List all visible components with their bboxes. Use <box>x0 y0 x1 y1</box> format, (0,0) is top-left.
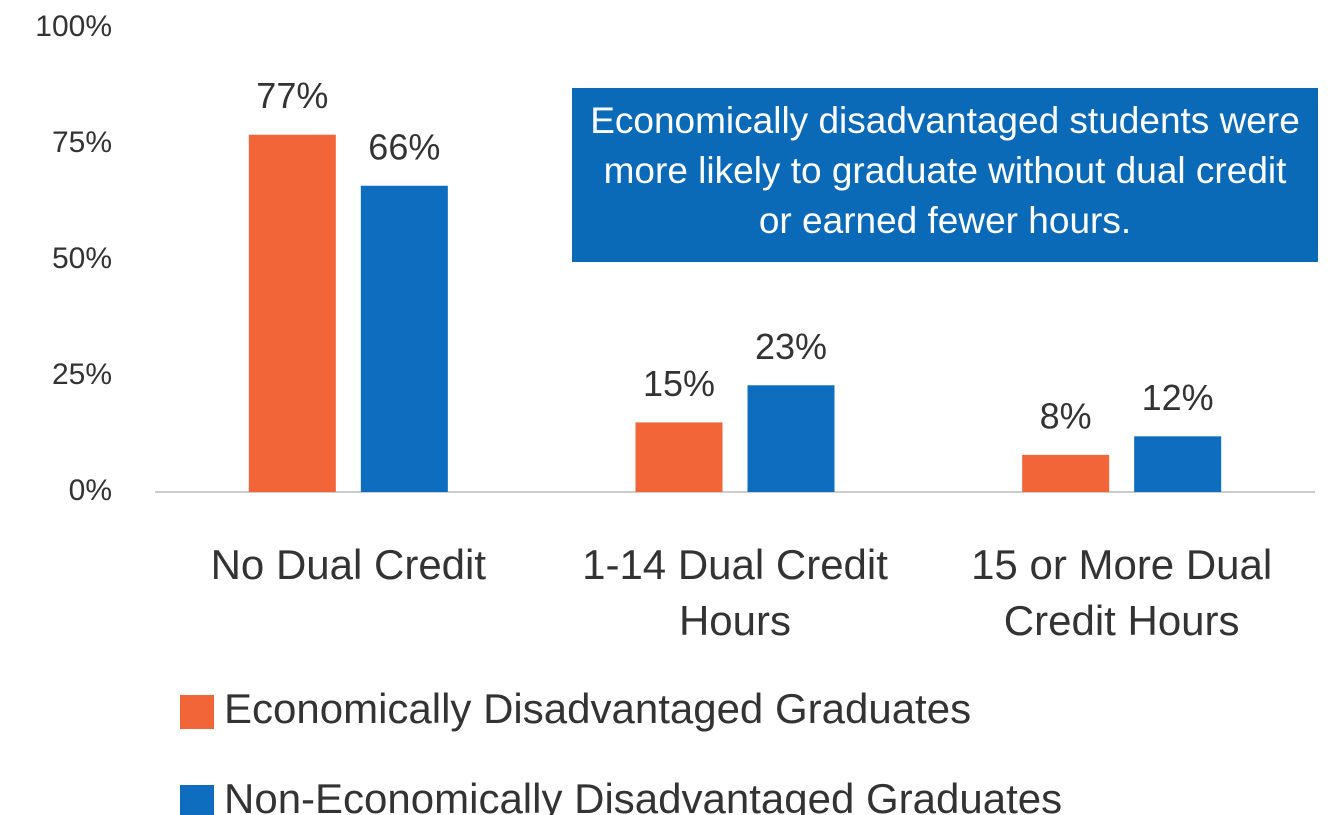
bar <box>360 185 448 492</box>
legend-swatch <box>180 695 214 729</box>
x-tick-label: No Dual Credit <box>210 541 487 588</box>
x-tick-label: 1-14 Dual Credit Hours <box>582 541 888 644</box>
y-tick-label: 50% <box>52 242 112 275</box>
value-label: 12% <box>1142 377 1214 418</box>
legend-swatch <box>180 785 214 815</box>
annotation: Economically disadvantaged students were… <box>572 88 1318 262</box>
legend-label: Non-Economically Disadvantaged Graduates <box>224 775 1062 815</box>
x-tick-label: 15 or More Dual Credit Hours <box>971 541 1273 644</box>
y-tick-label: 25% <box>52 358 112 391</box>
value-label: 77% <box>256 75 328 116</box>
bar <box>248 134 336 492</box>
y-tick-label: 100% <box>35 10 112 43</box>
bar <box>747 385 835 492</box>
y-tick-label: 75% <box>52 126 112 159</box>
bar <box>1134 436 1222 492</box>
value-label: 23% <box>755 326 827 367</box>
bar <box>1022 454 1110 492</box>
value-label: 15% <box>643 363 715 404</box>
legend-label: Economically Disadvantaged Graduates <box>224 685 971 732</box>
y-tick-label: 0% <box>69 474 112 507</box>
value-label: 8% <box>1040 395 1092 436</box>
bar <box>635 422 723 492</box>
value-label: 66% <box>368 126 440 167</box>
